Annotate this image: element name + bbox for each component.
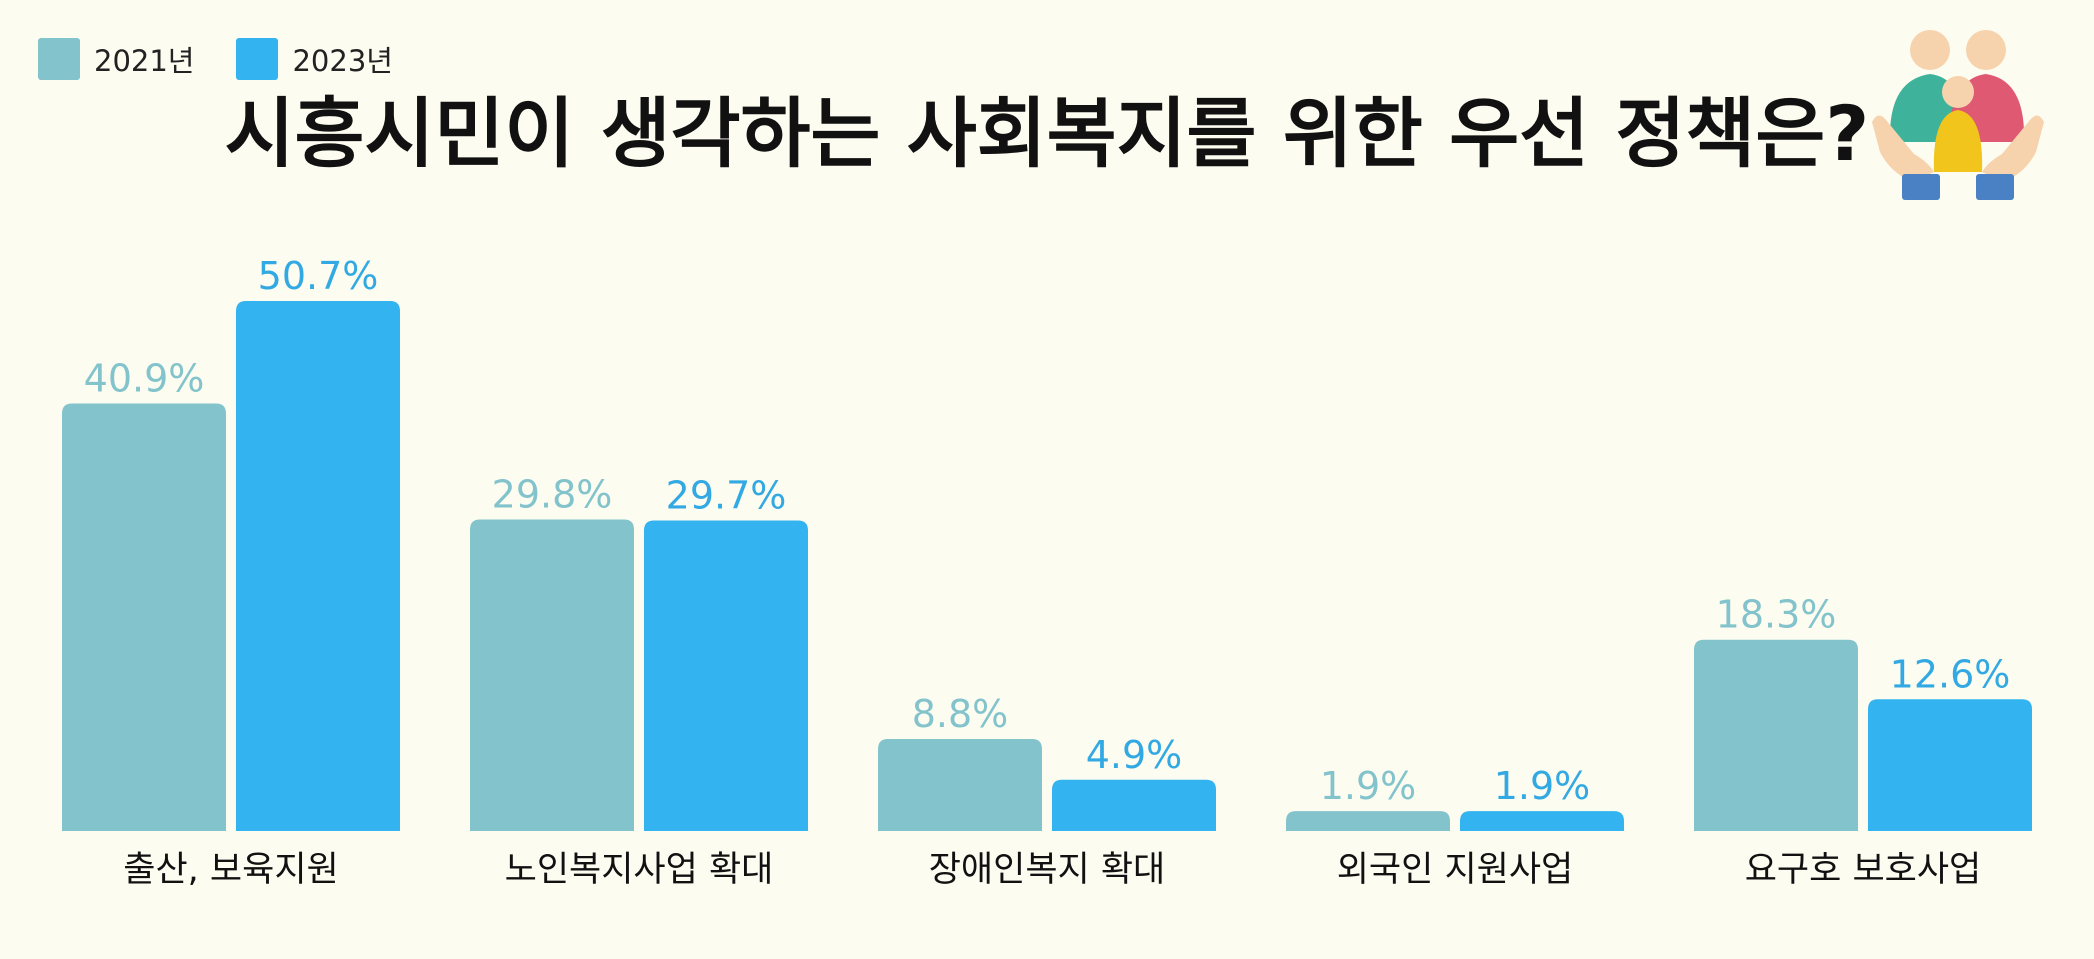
bar-2021-1	[470, 519, 634, 831]
bar-value-label-2021-3: 1.9%	[1320, 764, 1417, 808]
family-care-icon	[1872, 30, 2044, 200]
bar-value-label-2021-2: 8.8%	[912, 692, 1009, 736]
legend-item-2021: 2021년	[38, 38, 194, 80]
bar-2021-3	[1286, 811, 1450, 831]
bar-2021-4	[1694, 639, 1858, 831]
bar-value-label-2021-0: 40.9%	[84, 356, 205, 400]
bar-value-label-2021-1: 29.8%	[492, 472, 613, 516]
bar-value-label-2023-4: 12.6%	[1890, 652, 2011, 696]
bar-value-label-2021-4: 18.3%	[1716, 593, 1837, 637]
bar-2023-1	[644, 520, 808, 831]
legend: 2021년 2023년	[38, 38, 435, 80]
chart-title: 시흥시민이 생각하는 사회복지를 위한 우선 정책은?	[224, 89, 1870, 178]
bar-2023-2	[1052, 779, 1216, 831]
bar-2023-4	[1868, 699, 2032, 831]
category-label-1: 노인복지사업 확대	[505, 850, 774, 890]
legend-swatch-2023	[236, 38, 279, 80]
bar-2023-0	[236, 301, 400, 831]
bar-2023-3	[1460, 811, 1624, 831]
bar-2021-0	[62, 403, 226, 831]
category-label-0: 출산, 보육지원	[123, 850, 338, 890]
bar-value-label-2023-1: 29.7%	[666, 474, 787, 518]
legend-item-2023: 2023년	[236, 38, 393, 80]
legend-label-2021: 2021년	[94, 44, 195, 78]
legend-label-2023: 2023년	[292, 44, 393, 78]
legend-swatch-2021	[38, 38, 80, 80]
category-label-4: 요구호 보호사업	[1745, 850, 1982, 890]
category-label-3: 외국인 지원사업	[1337, 850, 1574, 890]
bar-value-label-2023-2: 4.9%	[1086, 733, 1183, 777]
bar-value-label-2023-0: 50.7%	[258, 254, 379, 298]
bar-2021-2	[878, 739, 1042, 831]
category-label-2: 장애인복지 확대	[929, 850, 1166, 890]
bar-value-label-2023-3: 1.9%	[1494, 764, 1591, 808]
